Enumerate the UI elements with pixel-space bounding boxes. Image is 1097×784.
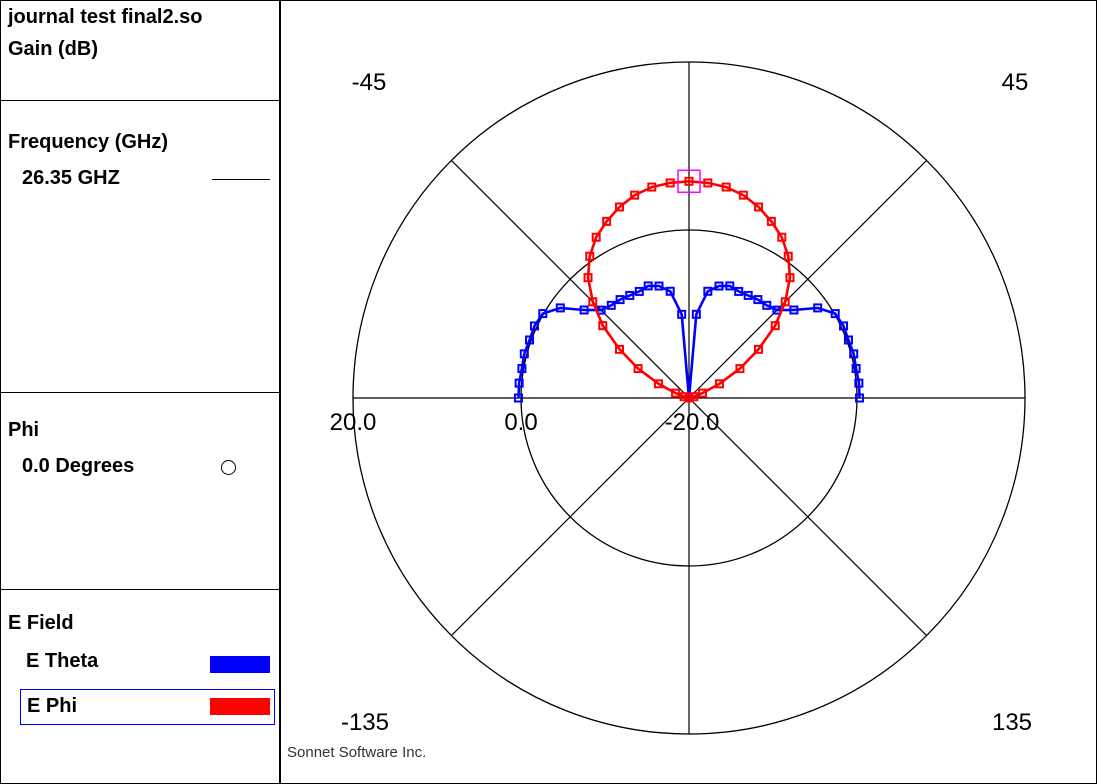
data-point-e-theta	[579, 305, 589, 315]
data-point-e-theta	[643, 281, 653, 291]
legend-label-e-theta: E Theta	[26, 650, 99, 672]
data-point-e-theta	[843, 335, 853, 345]
data-point-e-theta	[538, 309, 548, 319]
data-point-e-phi	[602, 216, 612, 226]
data-point-e-theta	[525, 335, 535, 345]
series-line-e-phi	[586, 179, 792, 400]
legend-panel: journal test final2.so Gain (dB) Frequen…	[0, 0, 281, 784]
data-point-e-phi	[633, 364, 643, 374]
data-point-e-theta	[714, 281, 724, 291]
legend-label-e-phi: E Phi	[27, 695, 78, 717]
data-point-e-phi	[721, 182, 731, 192]
data-point-e-theta	[513, 393, 523, 403]
phi-section: Phi 0.0 Degrees	[0, 393, 279, 590]
data-point-e-theta	[789, 305, 799, 315]
radial-tick-label: -20.0	[665, 409, 720, 436]
data-point-e-theta	[634, 286, 644, 296]
data-point-e-phi	[588, 297, 598, 307]
data-point-e-theta	[606, 300, 616, 310]
footer-credit: Sonnet Software Inc.	[287, 744, 426, 761]
radial-tick-label: 20.0	[330, 409, 377, 436]
polar-plot: -45 45 -135 135 Sonnet Software Inc. 20.…	[287, 61, 1032, 761]
data-point-e-phi	[671, 388, 681, 398]
data-point-e-phi	[783, 251, 793, 261]
header-section: journal test final2.so Gain (dB)	[0, 0, 279, 101]
data-point-e-phi	[697, 388, 707, 398]
data-point-e-theta	[514, 378, 524, 388]
data-point-e-phi	[770, 321, 780, 331]
data-point-e-phi	[679, 392, 689, 402]
data-point-e-theta	[849, 349, 859, 359]
data-point-e-phi	[615, 344, 625, 354]
data-point-e-theta	[519, 349, 529, 359]
legend-swatch-e-theta	[210, 656, 270, 673]
frequency-heading: Frequency (GHz)	[8, 131, 169, 153]
data-point-e-theta	[555, 303, 565, 313]
angle-label-minus-135: -135	[341, 709, 389, 736]
data-point-e-theta	[734, 286, 744, 296]
data-point-e-phi	[585, 251, 595, 261]
phi-value: 0.0 Degrees	[22, 455, 135, 477]
legend-item-e-phi[interactable]: E Phi	[20, 689, 275, 725]
data-point-e-theta	[851, 364, 861, 374]
data-point-e-phi	[777, 232, 787, 242]
data-point-e-phi	[703, 178, 713, 188]
data-point-e-phi	[714, 379, 724, 389]
phi-heading: Phi	[8, 419, 40, 441]
data-point-e-theta	[725, 281, 735, 291]
data-point-e-phi	[665, 178, 675, 188]
data-point-e-theta	[691, 309, 701, 319]
data-point-e-theta	[529, 321, 539, 331]
circle-marker-icon	[221, 460, 236, 475]
data-point-e-theta	[665, 286, 675, 296]
angle-label-135: 135	[992, 709, 1032, 736]
frequency-value: 26.35 GHZ	[22, 167, 120, 189]
data-point-e-theta	[753, 295, 763, 305]
peak-marker	[677, 169, 701, 194]
data-point-e-phi	[591, 232, 601, 242]
data-point-e-phi	[689, 392, 699, 402]
file-name: journal test final2.so	[8, 6, 203, 28]
data-point-e-theta	[839, 321, 849, 331]
frequency-line-style	[212, 179, 270, 180]
data-point-e-theta	[813, 303, 823, 313]
efield-section: E Field E Theta E Phi	[0, 590, 279, 784]
efield-heading: E Field	[8, 612, 74, 634]
data-point-e-theta	[743, 290, 753, 300]
data-point-e-phi	[785, 273, 795, 283]
legend-swatch-e-phi	[210, 698, 270, 715]
data-point-e-phi	[654, 379, 664, 389]
data-point-e-phi	[684, 393, 694, 403]
data-point-e-phi	[630, 190, 640, 200]
data-point-e-phi	[735, 364, 745, 374]
label-layer: -45 45 -135 135 Sonnet Software Inc. 20.…	[287, 69, 1032, 761]
data-point-e-theta	[517, 364, 527, 374]
series-layer	[513, 169, 865, 403]
data-point-e-theta	[703, 286, 713, 296]
data-point-e-phi	[614, 202, 624, 212]
data-point-e-theta	[854, 378, 864, 388]
data-point-e-phi	[754, 202, 764, 212]
data-point-e-phi	[753, 344, 763, 354]
data-point-e-theta	[625, 290, 635, 300]
data-point-e-phi	[647, 182, 657, 192]
data-point-e-theta	[855, 393, 865, 403]
data-point-e-phi	[766, 216, 776, 226]
data-point-e-theta	[830, 309, 840, 319]
data-point-e-theta	[615, 295, 625, 305]
data-point-e-theta	[654, 281, 664, 291]
data-point-e-phi	[684, 176, 694, 186]
radial-tick-label: 0.0	[504, 409, 537, 436]
frequency-section: Frequency (GHz) 26.35 GHZ	[0, 101, 279, 393]
angle-label-45: 45	[1002, 69, 1029, 96]
data-point-e-theta	[677, 309, 687, 319]
data-point-e-phi	[598, 321, 608, 331]
data-point-e-phi	[583, 273, 593, 283]
angle-label-minus-45: -45	[352, 69, 387, 96]
data-point-e-phi	[780, 297, 790, 307]
quantity-label: Gain (dB)	[8, 38, 98, 60]
data-point-e-theta	[762, 300, 772, 310]
data-point-e-phi	[738, 190, 748, 200]
